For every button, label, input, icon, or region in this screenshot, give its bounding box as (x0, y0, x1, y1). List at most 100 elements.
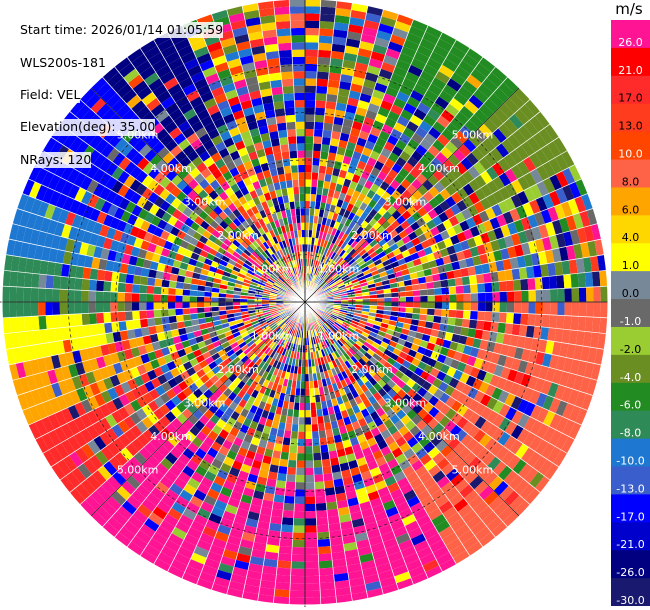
velocity-gate (291, 343, 296, 352)
velocity-gate (443, 356, 454, 367)
velocity-gate (435, 439, 448, 453)
velocity-gate (461, 276, 471, 286)
velocity-gate (360, 383, 369, 393)
velocity-gate (342, 476, 354, 486)
velocity-gate (374, 82, 388, 94)
velocity-gate (344, 227, 353, 236)
velocity-gate (458, 259, 468, 269)
velocity-gate (513, 290, 522, 302)
velocity-gate (382, 259, 391, 267)
velocity-gate (445, 122, 460, 136)
velocity-gate (349, 261, 358, 269)
velocity-gate (345, 245, 354, 254)
velocity-gate (213, 475, 226, 487)
velocity-gate (391, 210, 402, 220)
velocity-gate (366, 235, 375, 245)
velocity-gate (171, 501, 186, 515)
velocity-gate (160, 309, 169, 318)
velocity-gate (347, 497, 360, 507)
velocity-gate (440, 316, 449, 325)
velocity-gate (396, 388, 407, 399)
velocity-gate (205, 369, 216, 380)
velocity-gate (389, 282, 398, 289)
velocity-gate (313, 328, 318, 337)
velocity-gate (336, 348, 344, 357)
velocity-gate (461, 420, 475, 434)
velocity-gate (481, 330, 491, 341)
velocity-gate (342, 333, 350, 341)
velocity-gate (229, 352, 238, 362)
velocity-gate (317, 57, 331, 66)
velocity-gate (351, 473, 363, 484)
velocity-gate (344, 235, 352, 244)
velocity-gate (433, 360, 444, 371)
velocity-gate (364, 325, 373, 332)
velocity-gate (362, 328, 371, 335)
velocity-gate (369, 239, 378, 248)
velocity-gate (321, 283, 329, 290)
velocity-gate (478, 156, 492, 171)
velocity-gate (131, 438, 145, 452)
velocity-gate (395, 59, 411, 72)
velocity-gate (380, 164, 392, 175)
velocity-gate (567, 388, 580, 406)
velocity-gate (260, 333, 268, 341)
velocity-gate (97, 465, 112, 481)
velocity-gate (432, 169, 445, 182)
velocity-gate (319, 317, 326, 324)
velocity-gate (541, 236, 552, 251)
velocity-gate (428, 186, 440, 198)
velocity-gate (439, 188, 451, 201)
velocity-gate (332, 308, 341, 312)
velocity-gate (484, 152, 498, 167)
velocity-gate (522, 431, 537, 448)
velocity-gate (363, 341, 372, 349)
velocity-gate (302, 345, 305, 353)
velocity-gate (460, 326, 469, 337)
velocity-gate (363, 573, 380, 585)
velocity-gate (377, 439, 388, 450)
velocity-gate (590, 332, 600, 349)
velocity-gate (346, 31, 362, 41)
velocity-gate (500, 247, 510, 260)
velocity-gate (416, 489, 431, 502)
velocity-gate (396, 215, 406, 225)
velocity-gate (327, 443, 337, 452)
velocity-gate (96, 323, 106, 335)
velocity-gate (285, 318, 292, 325)
velocity-gate (520, 140, 535, 157)
velocity-gate (396, 115, 410, 128)
velocity-gate (370, 542, 386, 553)
velocity-gate (268, 358, 276, 367)
velocity-gate (529, 184, 543, 200)
velocity-gate (336, 257, 344, 265)
velocity-gate (81, 313, 90, 326)
velocity-gate (424, 501, 439, 515)
velocity-gate (468, 94, 484, 109)
velocity-gate (409, 167, 421, 179)
velocity-gate (393, 494, 407, 507)
velocity-gate (257, 368, 266, 377)
velocity-gate (333, 22, 350, 32)
velocity-gate (498, 312, 507, 324)
velocity-gate (369, 443, 381, 454)
velocity-gate (327, 279, 335, 286)
velocity-gate (272, 93, 284, 103)
velocity-gate (434, 96, 450, 110)
velocity-gate (432, 377, 443, 389)
velocity-gate (372, 549, 388, 560)
velocity-gate (108, 456, 123, 471)
velocity-gate (495, 332, 505, 344)
velocity-gate (314, 276, 320, 284)
velocity-gate (342, 439, 352, 449)
velocity-gate (343, 253, 351, 262)
velocity-gate (369, 265, 378, 273)
velocity-gate (167, 533, 184, 547)
velocity-gate (358, 278, 367, 285)
velocity-gate (406, 471, 419, 484)
velocity-gate (231, 521, 246, 532)
velocity-gate (454, 130, 469, 144)
velocity-gate (353, 315, 361, 320)
velocity-gate (450, 517, 467, 532)
